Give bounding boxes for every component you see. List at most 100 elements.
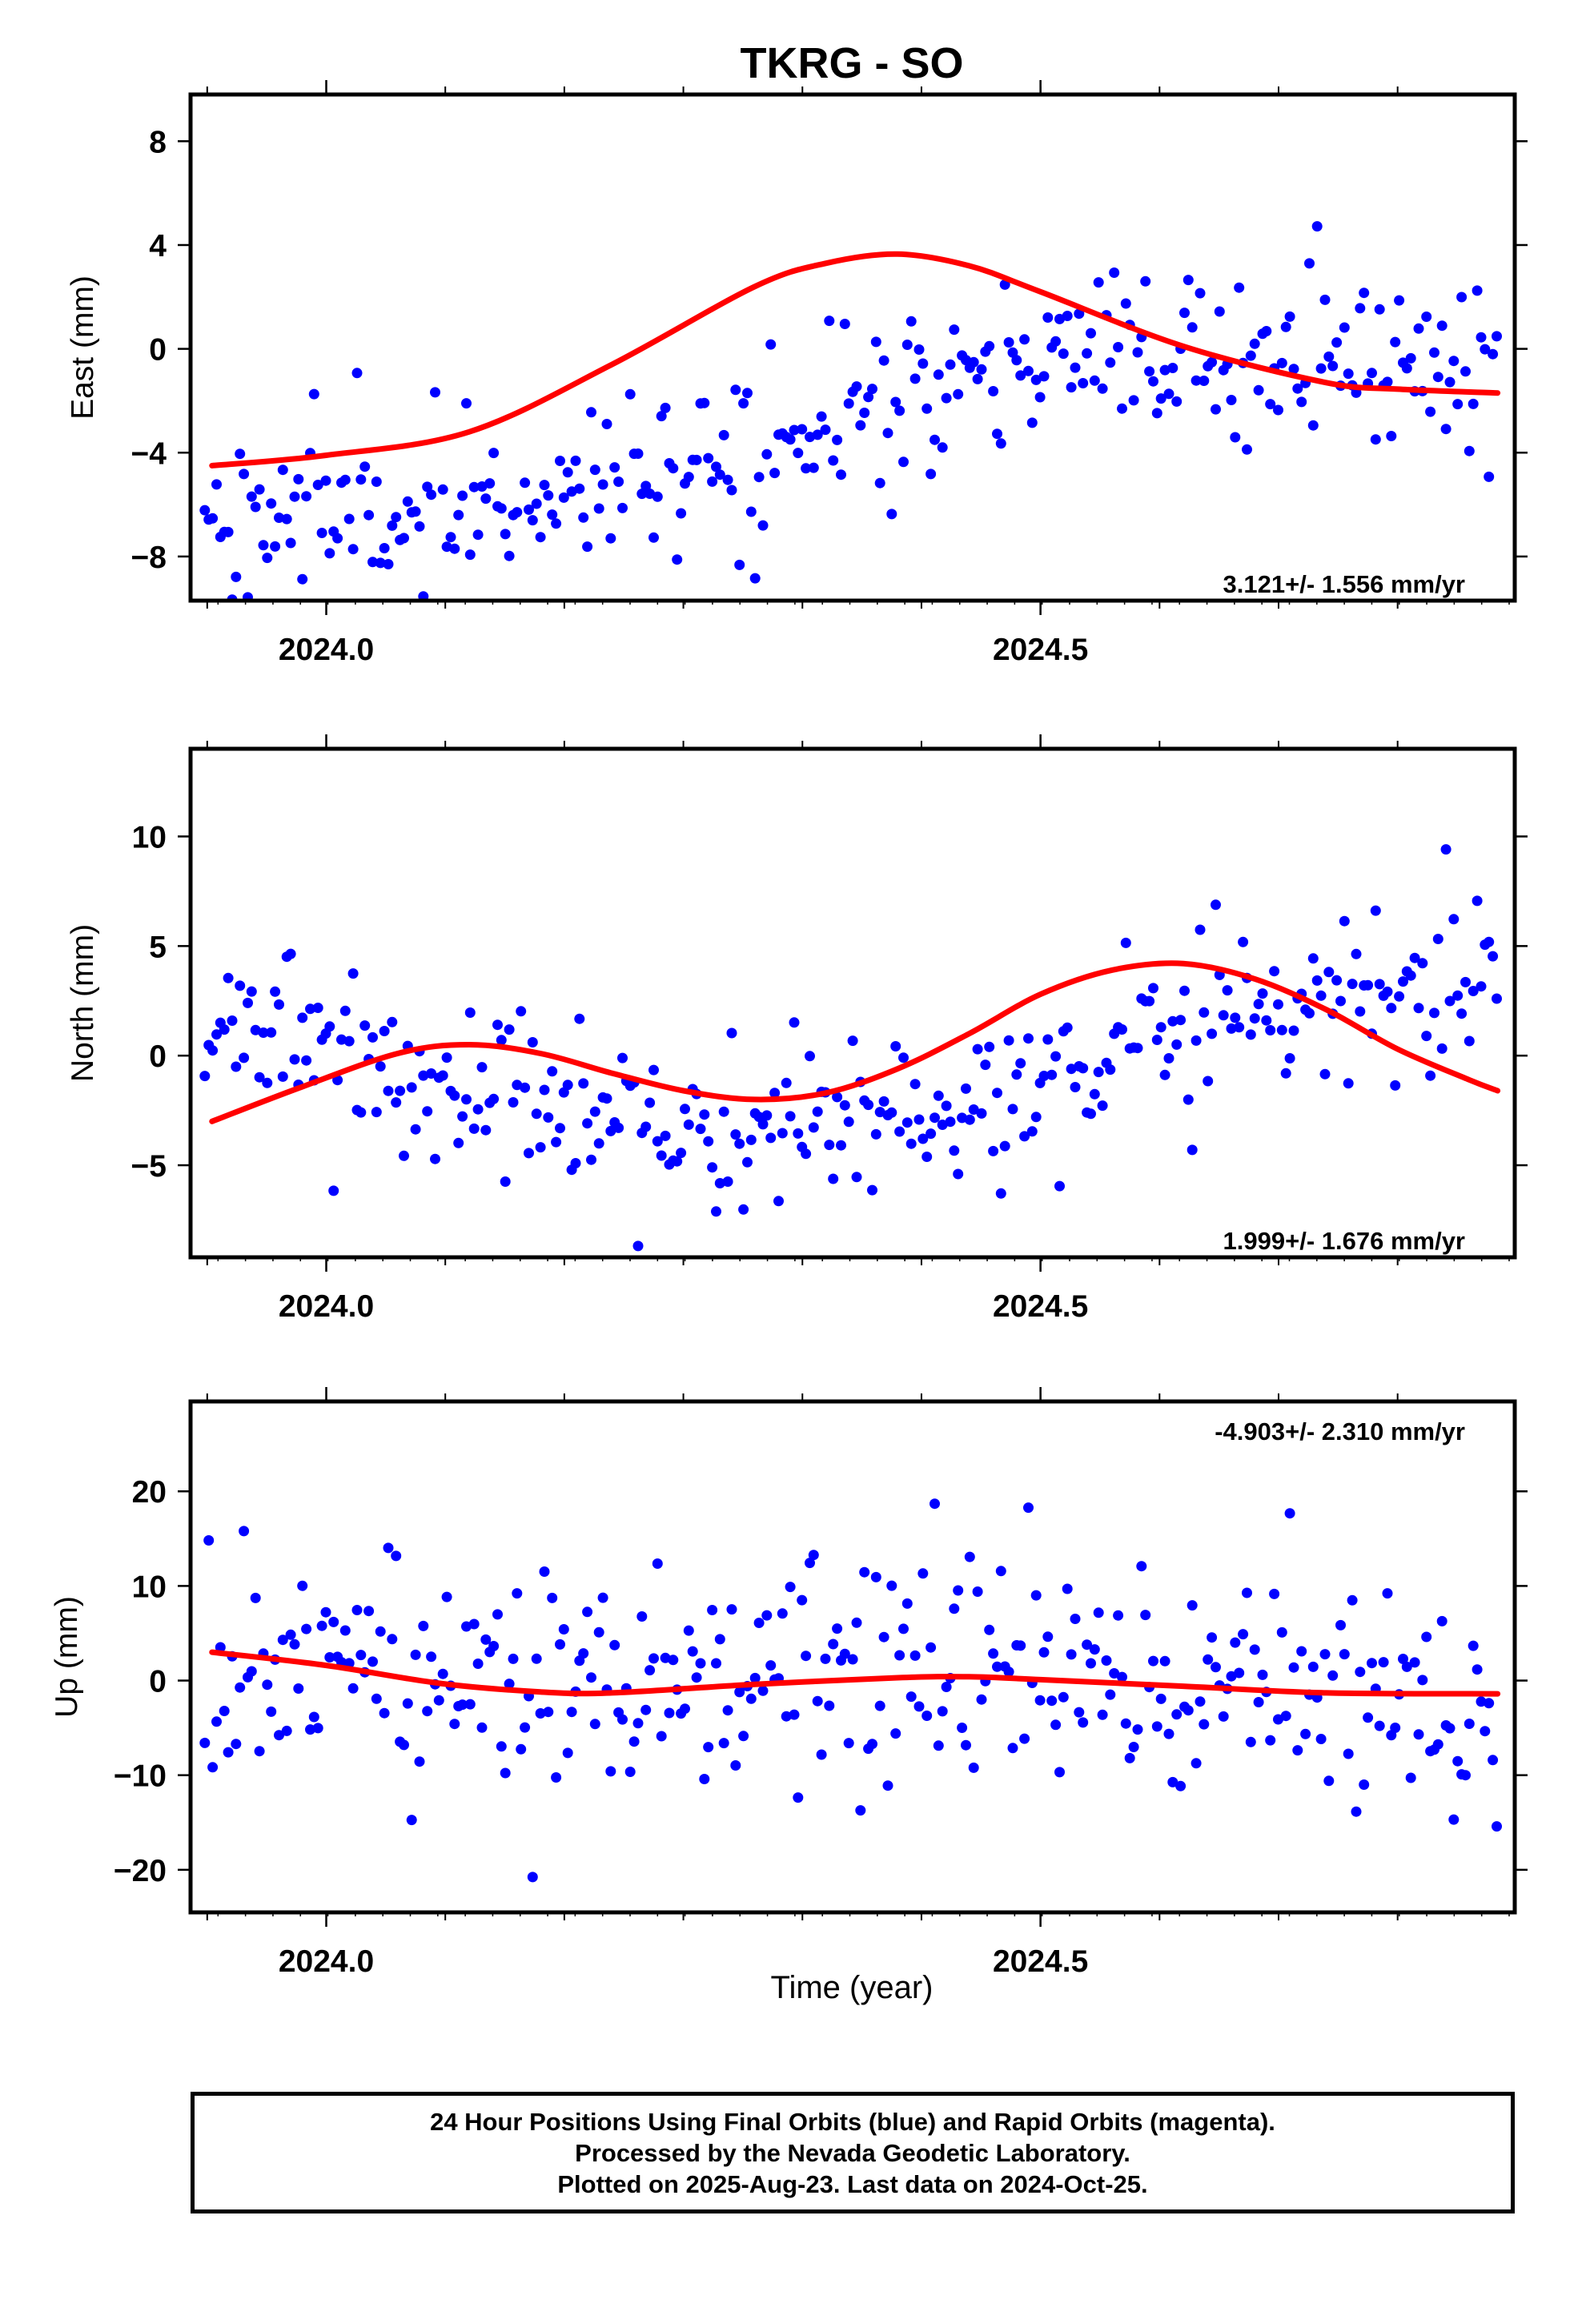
position-point <box>1276 1626 1287 1638</box>
position-point <box>1296 1646 1307 1657</box>
position-point <box>441 1052 452 1063</box>
position-point <box>730 1760 741 1771</box>
position-point <box>726 485 737 496</box>
y-tick-label: −5 <box>131 1149 167 1184</box>
position-point <box>672 1156 683 1167</box>
position-point <box>402 496 413 507</box>
position-point <box>1011 1069 1022 1080</box>
position-point <box>468 1123 480 1134</box>
position-point <box>926 1642 937 1653</box>
position-point <box>476 1062 488 1073</box>
position-point <box>1167 1015 1178 1027</box>
position-point <box>839 319 850 329</box>
position-point <box>1148 376 1158 387</box>
position-point <box>597 479 608 490</box>
position-point <box>832 1623 843 1634</box>
position-point <box>878 355 889 366</box>
position-point <box>1086 328 1096 339</box>
x-tick-label: 2024.0 <box>279 633 374 667</box>
position-point <box>219 1024 230 1035</box>
position-point <box>239 1052 250 1063</box>
position-point <box>363 1606 375 1617</box>
position-point <box>1464 1035 1475 1047</box>
panel-north: 2024.0 2024.5 −5 0 5 10 North (mm) 1.999+/- 1.6… <box>66 734 1528 1324</box>
position-point <box>1030 374 1042 385</box>
position-point <box>207 513 219 524</box>
x-tick-label: 2024.5 <box>993 1289 1088 1324</box>
position-point <box>383 1085 394 1096</box>
position-point <box>1132 347 1143 358</box>
position-point <box>1472 895 1483 907</box>
position-point <box>320 1606 331 1618</box>
position-point <box>617 1052 628 1063</box>
position-point <box>949 324 960 336</box>
position-point <box>898 456 909 468</box>
position-point <box>718 1738 729 1749</box>
position-point <box>441 1591 452 1602</box>
position-point <box>1140 275 1151 287</box>
position-point <box>1054 1767 1065 1778</box>
position-point <box>297 1580 308 1591</box>
position-point <box>1374 1720 1385 1731</box>
position-point <box>789 1017 800 1028</box>
position-point <box>624 1767 636 1777</box>
position-point <box>410 1649 421 1660</box>
position-point <box>1078 1063 1089 1074</box>
position-point <box>761 448 773 460</box>
position-point <box>246 986 257 997</box>
plot-area <box>199 844 1502 1252</box>
position-point <box>1448 914 1460 925</box>
position-point <box>777 1608 788 1619</box>
position-point <box>1148 1655 1158 1667</box>
position-point <box>551 1136 562 1148</box>
position-point <box>933 1740 944 1751</box>
position-point <box>921 403 933 414</box>
position-point <box>1261 1015 1272 1026</box>
position-point <box>1245 1736 1256 1747</box>
position-point <box>1211 404 1221 415</box>
position-point <box>1488 951 1499 962</box>
position-point <box>347 1683 359 1694</box>
position-point <box>905 316 917 327</box>
position-point <box>312 1723 323 1734</box>
position-point <box>777 1128 788 1139</box>
position-point <box>769 468 781 479</box>
position-point <box>316 1620 327 1631</box>
position-point <box>1089 375 1100 386</box>
position-point <box>410 1124 421 1135</box>
position-point <box>984 1041 995 1052</box>
position-point <box>909 373 921 384</box>
position-point <box>211 1029 222 1040</box>
position-point <box>882 428 893 439</box>
position-point <box>547 1592 558 1603</box>
position-point <box>855 1805 866 1816</box>
position-point <box>785 1111 796 1122</box>
position-point <box>734 1138 745 1149</box>
position-point <box>1070 1082 1081 1092</box>
position-point <box>1186 1600 1198 1611</box>
position-point <box>839 1648 850 1659</box>
position-point <box>1359 287 1370 299</box>
y-tick-label: −8 <box>131 541 167 575</box>
position-point <box>1476 1696 1487 1707</box>
position-point <box>847 1035 858 1047</box>
y-tick-label: 10 <box>132 1570 167 1604</box>
position-point <box>917 1568 929 1579</box>
position-point <box>839 1100 850 1111</box>
position-point <box>1148 983 1158 994</box>
position-point <box>851 1617 862 1628</box>
position-point <box>391 512 402 523</box>
position-point <box>851 1172 862 1183</box>
position-point <box>832 434 843 445</box>
position-point <box>652 491 663 502</box>
position-point <box>1273 404 1283 416</box>
position-point <box>1480 344 1491 355</box>
position-point <box>258 540 269 551</box>
position-point <box>512 1588 523 1599</box>
position-point <box>1456 1008 1468 1019</box>
position-point <box>387 1634 398 1645</box>
position-point <box>1405 970 1416 981</box>
position-point <box>1089 1644 1100 1655</box>
position-point <box>941 392 952 404</box>
